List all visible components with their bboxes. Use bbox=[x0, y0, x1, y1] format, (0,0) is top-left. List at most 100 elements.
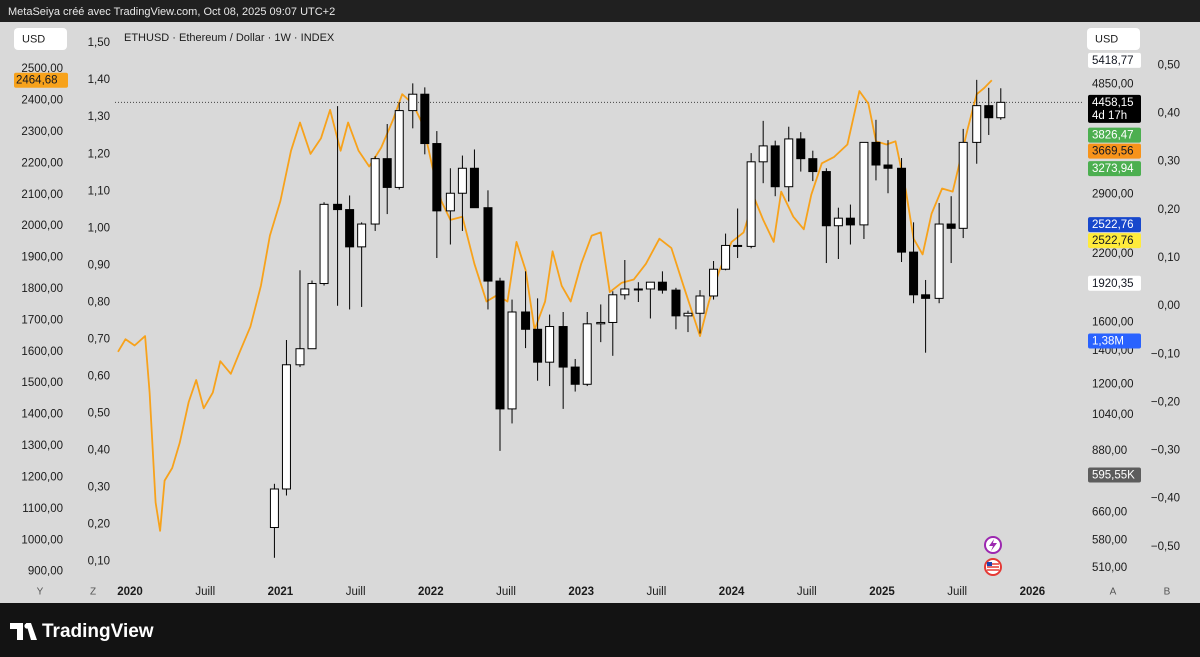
candle-body bbox=[833, 217, 843, 227]
candle-body bbox=[808, 158, 818, 173]
currency-label: USD bbox=[1095, 33, 1118, 45]
scale-button[interactable]: A bbox=[1110, 587, 1117, 598]
x-tick-label: 2021 bbox=[268, 586, 294, 598]
currency-button[interactable] bbox=[1087, 28, 1140, 50]
candle-body bbox=[671, 289, 681, 317]
y-tick-label: 2400,00 bbox=[21, 95, 63, 107]
candle-body bbox=[382, 158, 392, 188]
y-tick-label: 1300,00 bbox=[21, 440, 63, 452]
x-tick-label: 2022 bbox=[418, 586, 444, 598]
y-tick-label: 2000,00 bbox=[21, 220, 63, 232]
candle-body bbox=[784, 138, 794, 188]
x-tick-label: 2025 bbox=[869, 586, 895, 598]
price-tag bbox=[1088, 233, 1141, 249]
candle-body bbox=[545, 326, 555, 363]
candle-body bbox=[633, 288, 643, 291]
candle-body bbox=[620, 288, 630, 296]
x-tick-label: Juill bbox=[346, 586, 366, 598]
candle-body bbox=[645, 281, 655, 290]
candle-body bbox=[770, 145, 780, 188]
y-tick-label: 1,50 bbox=[88, 37, 110, 49]
y-tick-label: 1,30 bbox=[88, 111, 110, 123]
y-tick-label: 0,10 bbox=[88, 556, 110, 568]
price-tag-label: 2522,76 bbox=[1092, 219, 1134, 231]
y-tick-label: 0,40 bbox=[88, 445, 110, 457]
y-tick-label: −0,10 bbox=[1151, 348, 1180, 360]
candle-body bbox=[408, 93, 418, 112]
y-tick-label: 0,30 bbox=[88, 482, 110, 494]
y-tick-label: 1100,00 bbox=[22, 503, 63, 515]
candle-body bbox=[845, 217, 855, 226]
y-tick-label: 1,00 bbox=[88, 222, 110, 234]
brand: TradingView bbox=[42, 621, 154, 642]
scale-button[interactable]: B bbox=[1164, 587, 1171, 598]
y-tick-label: 1,40 bbox=[88, 74, 110, 86]
candle-body bbox=[357, 223, 367, 248]
candle-body bbox=[984, 105, 994, 119]
candle-body bbox=[483, 207, 493, 282]
price-tag-label: 5418,77 bbox=[1092, 55, 1134, 67]
candle-body bbox=[796, 138, 806, 160]
y-tick-label: 580,00 bbox=[1092, 534, 1127, 546]
candle-body bbox=[721, 244, 731, 270]
y-tick-label: 0,20 bbox=[1158, 204, 1180, 216]
y-tick-label: 4850,00 bbox=[1092, 78, 1134, 90]
y-tick-label: 0,20 bbox=[88, 519, 110, 531]
candle-body bbox=[758, 145, 768, 163]
price-tag bbox=[1088, 94, 1141, 123]
x-tick-label: 2020 bbox=[117, 586, 143, 598]
x-tick-label: Juill bbox=[797, 586, 817, 598]
y-tick-label: 1200,00 bbox=[1092, 378, 1134, 390]
scale-button[interactable]: Z bbox=[90, 587, 96, 598]
y-tick-label: 0,90 bbox=[88, 259, 110, 271]
x-tick-label: 2023 bbox=[568, 586, 594, 598]
candle-body bbox=[269, 488, 279, 529]
candle-body bbox=[709, 268, 719, 297]
currency-button[interactable] bbox=[14, 28, 67, 50]
y-tick-label: 0,40 bbox=[1158, 108, 1180, 120]
x-tick-label: Juill bbox=[195, 586, 215, 598]
y-tick-label: 2200,00 bbox=[1092, 248, 1134, 260]
candle-body bbox=[946, 223, 956, 229]
chart-title: ETHUSD · Ethereum / Dollar · 1W · INDEX bbox=[124, 32, 335, 44]
volume-tag-label: 1,38M bbox=[1092, 336, 1124, 348]
candle-body bbox=[909, 251, 919, 296]
x-tick-label: Juill bbox=[947, 586, 967, 598]
candle-body bbox=[871, 141, 881, 166]
y-tick-label: 1800,00 bbox=[21, 283, 63, 295]
candle-body bbox=[507, 311, 517, 410]
candle-body bbox=[608, 294, 618, 323]
header-text: MetaSeiya créé avec TradingView.com, Oct… bbox=[8, 6, 335, 18]
y-tick-label: 1400,00 bbox=[21, 409, 63, 421]
y-tick-label: 1,10 bbox=[88, 185, 110, 197]
price-tag-label: 2522,76 bbox=[1092, 235, 1134, 247]
candle-body bbox=[333, 203, 343, 211]
line-tag bbox=[14, 72, 68, 88]
y-tick-label: 2100,00 bbox=[21, 189, 63, 201]
y-tick-label: 2200,00 bbox=[21, 157, 63, 169]
countdown-label: 4d 17h bbox=[1092, 110, 1127, 122]
scale-button[interactable]: Y bbox=[37, 587, 44, 598]
volume-tag bbox=[1088, 467, 1141, 483]
logo-mark bbox=[10, 623, 37, 640]
candle-body bbox=[370, 158, 380, 225]
candle-body bbox=[883, 164, 893, 169]
y-tick-label: 1000,00 bbox=[21, 534, 63, 546]
y-tick-label: 510,00 bbox=[1092, 562, 1127, 574]
candle-body bbox=[281, 364, 291, 490]
candle-body bbox=[972, 105, 982, 143]
y-tick-label: 0,50 bbox=[1158, 59, 1180, 71]
bolt bbox=[989, 539, 997, 551]
candle-body bbox=[695, 295, 705, 314]
currency-label: USD bbox=[22, 33, 45, 45]
price-tag bbox=[1088, 217, 1141, 233]
line-tag-label: 2464,68 bbox=[16, 75, 58, 87]
candle-body bbox=[469, 167, 479, 209]
y-tick-label: 0,50 bbox=[88, 408, 110, 420]
axes: 2500,00 2400,00 2300,00 2200,00 2100,00 2000,… bbox=[21, 37, 1180, 598]
candle-body bbox=[533, 328, 543, 363]
candle-body bbox=[596, 321, 606, 325]
volume-tags: 1,38M 595,55K bbox=[1088, 333, 1141, 483]
candle-body bbox=[319, 203, 329, 285]
